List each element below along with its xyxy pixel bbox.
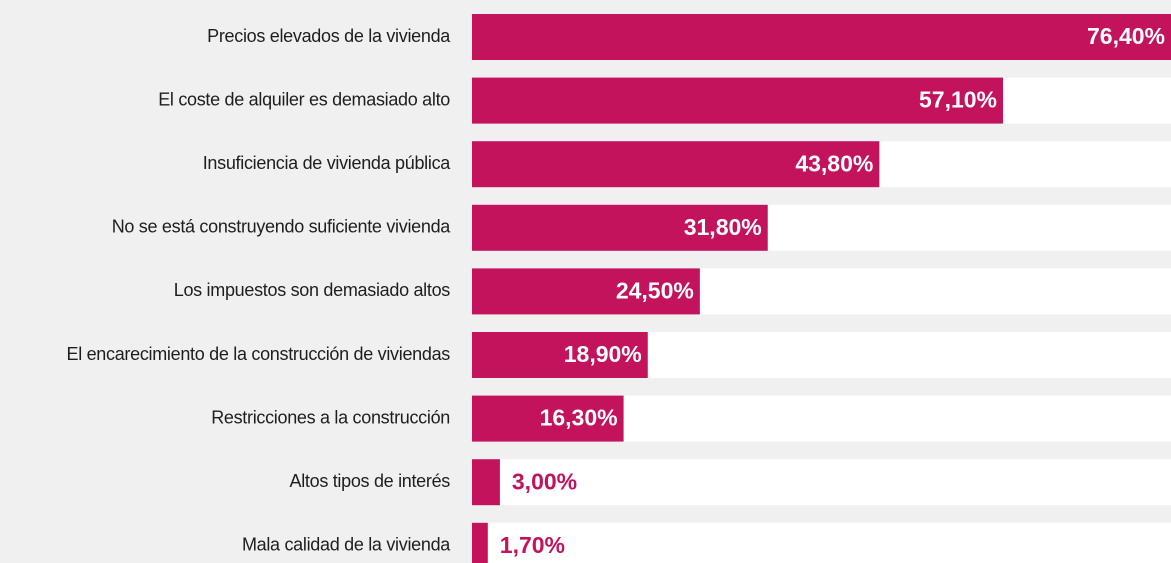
category-label: Restricciones a la construcción <box>211 407 450 427</box>
bar <box>472 522 488 563</box>
row-band <box>472 459 1171 506</box>
value-label: 1,70% <box>500 532 565 558</box>
category-label: Precios elevados de la vivienda <box>207 26 451 46</box>
bar <box>472 77 1004 124</box>
value-label: 16,30% <box>540 405 618 431</box>
value-label: 43,80% <box>795 150 873 176</box>
value-label: 24,50% <box>616 277 694 303</box>
bar <box>472 459 500 506</box>
category-label: Insuficiencia de vivienda pública <box>203 153 452 173</box>
row-band <box>472 522 1171 563</box>
bar <box>472 268 700 315</box>
value-label: 57,10% <box>919 87 997 113</box>
category-label: Los impuestos son demasiado altos <box>174 280 451 300</box>
value-label: 31,80% <box>684 214 762 240</box>
bar <box>472 395 624 442</box>
category-label: El coste de alquiler es demasiado alto <box>158 89 450 109</box>
value-label: 18,90% <box>564 341 642 367</box>
bar <box>472 204 768 251</box>
category-label: Altos tipos de interés <box>290 471 451 491</box>
category-label: No se está construyendo suficiente vivie… <box>112 217 452 237</box>
value-label: 3,00% <box>512 468 577 494</box>
category-label: El encarecimiento de la construcción de … <box>66 344 450 364</box>
category-label: Mala calidad de la vivienda <box>242 535 451 555</box>
bar <box>472 141 880 188</box>
bar <box>472 332 648 378</box>
bar <box>472 14 1171 60</box>
value-label: 76,40% <box>1087 23 1165 49</box>
